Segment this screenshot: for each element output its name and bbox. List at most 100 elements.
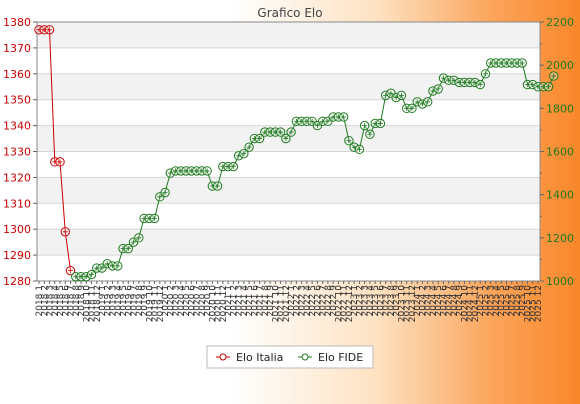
data-point-cross: [283, 136, 289, 142]
data-point-cross: [157, 194, 163, 200]
x-tick-label: 2021 1: [224, 285, 234, 317]
data-point-cross: [304, 118, 310, 124]
x-tick-label: 2018 12: [93, 285, 103, 322]
left-tick-label: 1370: [3, 42, 31, 55]
x-tick-label: 2022 4: [303, 285, 313, 317]
x-tick-label: 2023 3: [361, 285, 371, 317]
data-point-cross: [230, 164, 236, 170]
x-tick-label: 2025 7: [508, 285, 518, 317]
data-point-cross: [251, 136, 257, 142]
data-point-cross: [162, 190, 168, 196]
x-tick-label: 2020 10: [208, 285, 218, 322]
x-tick-label: 2020 5: [182, 285, 192, 317]
right-axis-ticks: 1000 1200 1400 1600 1800 2000 2200: [540, 16, 574, 288]
x-tick-label: 2018 9: [77, 285, 87, 317]
data-point-cross: [52, 159, 58, 165]
x-tick-label: 2025 4: [492, 285, 502, 317]
x-tick-label: 2021 8: [261, 285, 271, 317]
x-tick-label: 2024 12: [471, 285, 481, 322]
data-point-cross: [115, 263, 121, 269]
data-point-cross: [309, 118, 315, 124]
x-tick-label: 2018 6: [61, 285, 71, 317]
x-tick-label: 2021 3: [235, 285, 245, 317]
data-point-cross: [110, 263, 116, 269]
x-tick-label: 2023 9: [392, 285, 402, 317]
x-tick-label: 2019 6: [124, 285, 134, 317]
data-point-cross: [398, 92, 404, 98]
x-tick-label: 2024 11: [466, 285, 476, 322]
x-tick-label: 2020 3: [172, 285, 182, 317]
series-elo-fide: [71, 58, 559, 282]
data-point-cross: [320, 118, 326, 124]
x-tick-label: 2022 9: [329, 285, 339, 317]
plot-band: [37, 73, 540, 100]
data-point-cross: [257, 136, 263, 142]
x-tick-label: 2018 8: [72, 285, 82, 317]
x-tick-label: 2021 4: [240, 285, 250, 317]
legend-box: [206, 345, 374, 369]
x-tick-label: 2025 11: [529, 285, 539, 322]
data-point-cross: [509, 60, 515, 66]
series-layer: [34, 25, 559, 282]
x-tick-label: 2022 7: [319, 285, 329, 317]
x-tick-label: 2022 2: [292, 285, 302, 317]
data-point-cross: [477, 82, 483, 88]
x-tick-label: 2023 5: [371, 285, 381, 317]
left-tick-label: 1340: [3, 120, 31, 133]
x-tick-label: 2018 2: [40, 285, 50, 317]
x-tick-label: 2024 5: [434, 285, 444, 317]
left-tick-label: 1280: [3, 275, 31, 288]
data-point-cross: [325, 118, 331, 124]
x-tick-label: 2020 6: [187, 285, 197, 317]
data-point-cross: [288, 129, 294, 135]
x-tick-label: 2020 11: [214, 285, 224, 322]
left-tick-label: 1310: [3, 197, 31, 210]
x-tick-label: 2025 5: [497, 285, 507, 317]
data-point-cross: [241, 151, 247, 157]
data-point-cross: [36, 27, 42, 33]
x-tick-label: 2024 1: [413, 285, 423, 317]
data-point-cross: [341, 114, 347, 120]
data-point-cross: [299, 118, 305, 124]
x-tick-label: 2025 9: [518, 285, 528, 317]
data-point-cross: [146, 215, 152, 221]
data-point-cross: [152, 215, 158, 221]
x-tick-label: 2019 12: [156, 285, 166, 322]
x-tick-label: 2022 5: [308, 285, 318, 317]
x-tick-label: 2025 10: [523, 285, 533, 322]
right-tick-label: 2200: [546, 16, 574, 29]
x-tick-label: 2019 11: [151, 285, 161, 322]
data-point-cross: [377, 120, 383, 126]
x-tick-label: 2023 1: [350, 285, 360, 317]
left-axis-ticks: 1280 1290 1300 1310 1320 1330 1340 1350 1360 1370…: [3, 16, 37, 288]
x-tick-label: 2019 4: [114, 285, 124, 317]
x-tick-label: 2024 2: [418, 285, 428, 317]
series-elo-italia: [34, 25, 76, 276]
x-tick-label: 2023 2: [355, 285, 365, 317]
x-tick-label: 2025 2: [481, 285, 491, 317]
data-point-cross: [215, 183, 221, 189]
data-point-cross: [209, 183, 215, 189]
data-point-cross: [388, 90, 394, 96]
legend-label-elo-italia: Elo Italia: [236, 351, 283, 364]
x-tick-label: 2024 4: [429, 285, 439, 317]
data-point-cross: [493, 60, 499, 66]
x-tick-label: 2022 10: [334, 285, 344, 322]
data-point-cross: [220, 164, 226, 170]
left-tick-label: 1320: [3, 171, 31, 184]
data-point-cross: [346, 138, 352, 144]
x-tick-label: 2020 8: [198, 285, 208, 317]
data-point-cross: [314, 123, 320, 129]
x-tick-label: 2024 3: [424, 285, 434, 317]
x-tick-label: 2019 10: [145, 285, 155, 322]
data-point-cross: [89, 272, 95, 278]
x-tick-label: 2018 1: [35, 285, 45, 317]
x-tick-label: 2023 10: [397, 285, 407, 322]
x-tick-label: 2023 12: [408, 285, 418, 322]
data-point-cross: [262, 129, 268, 135]
data-point-cross: [446, 77, 452, 83]
x-tick-label: 2022 12: [345, 285, 355, 322]
x-tick-label: 2018 5: [56, 285, 66, 317]
data-point-cross: [514, 60, 520, 66]
x-tick-label: 2020 12: [219, 285, 229, 322]
